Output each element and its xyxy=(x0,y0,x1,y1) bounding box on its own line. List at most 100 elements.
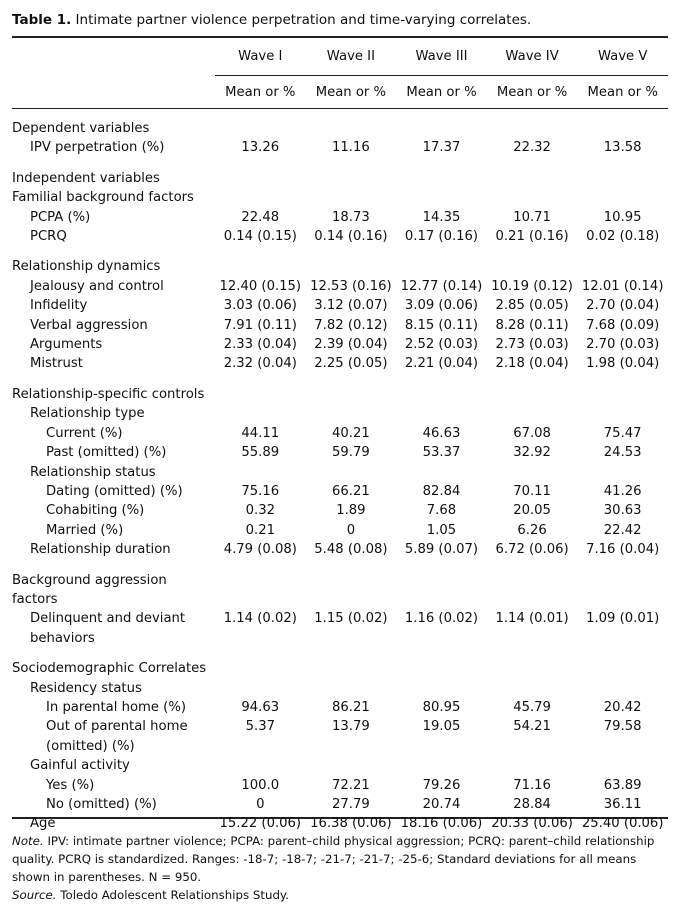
cell-value: 20.05 xyxy=(513,503,551,519)
empty-cell xyxy=(487,385,578,404)
empty-cell xyxy=(12,38,215,76)
table-row: No (omitted) (%) 0 27.79 20.74 28.84 36.11 xyxy=(12,795,668,814)
table-row: Relationship status xyxy=(12,463,668,482)
cell-value: 44.11 xyxy=(241,425,280,441)
table-row: Yes (%) 100.0 72.21 79.26 71.16 63.89 xyxy=(12,776,668,795)
title-label: Table 1. xyxy=(12,12,72,28)
row-label: No (omitted) (%) xyxy=(46,797,157,812)
cell-value: 16.38 (0.06) xyxy=(310,816,392,832)
empty-cell xyxy=(215,463,306,482)
row-label: Married (%) xyxy=(46,522,124,538)
row-label: Mistrust xyxy=(30,356,83,372)
cell-value: 45.79 xyxy=(513,699,551,715)
section-gap xyxy=(12,560,668,571)
table-row: Relationship dynamics xyxy=(12,257,668,276)
cell-value: 94.63 xyxy=(241,699,280,715)
empty-cell xyxy=(306,679,397,698)
empty-cell xyxy=(577,385,668,404)
table-row: Sociodemographic Correlates xyxy=(12,659,668,678)
cell-value: 2.25 (0.05) xyxy=(314,356,388,372)
cell-value: 6.72 (0.06) xyxy=(495,542,569,558)
cell-value: 2.33 (0.04) xyxy=(223,337,297,353)
cell-value: 80.95 xyxy=(422,699,461,715)
table-row: IPV perpetration (%) 13.26 11.16 17.37 22.32… xyxy=(12,138,668,157)
empty-cell xyxy=(396,463,487,482)
cell-value: 0.14 (0.15) xyxy=(223,229,297,245)
cell-value: 22.42 xyxy=(603,522,642,538)
cell-value: 0.32 xyxy=(245,503,275,519)
empty-cell xyxy=(577,169,668,188)
empty-cell xyxy=(577,659,668,678)
section-heading: Sociodemographic Correlates xyxy=(12,661,207,677)
cell-value: 7.16 (0.04) xyxy=(586,542,660,558)
table-row: Dependent variables xyxy=(12,119,668,138)
empty-cell xyxy=(215,679,306,698)
cell-value: 40.21 xyxy=(332,425,370,441)
cell-value: 11.16 xyxy=(332,140,370,156)
table-row: Current (%) 44.11 40.21 46.63 67.08 75.47 xyxy=(12,424,668,443)
cell-value: 0.21 xyxy=(245,522,275,538)
cell-value: 20.42 xyxy=(603,699,642,715)
cell-value: 53.37 xyxy=(422,445,461,461)
cell-value: 15.22 (0.06) xyxy=(219,816,302,832)
cell-value: 12.40 (0.15) xyxy=(219,278,302,294)
table-row: Familial background factors xyxy=(12,188,668,207)
row-label: Age xyxy=(30,816,56,832)
empty-cell xyxy=(487,571,578,610)
cell-value: 30.63 xyxy=(603,503,642,519)
table-row: Verbal aggression 7.91 (0.11) 7.82 (0.12) 8… xyxy=(12,316,668,335)
wave-header: Wave V xyxy=(577,38,668,76)
cell-value: 46.63 xyxy=(422,425,461,441)
row-label: Relationship status xyxy=(30,464,156,480)
cell-value: 71.16 xyxy=(513,777,551,793)
empty-cell xyxy=(396,169,487,188)
cell-value: 2.85 (0.05) xyxy=(495,298,569,314)
gap-cell xyxy=(12,158,668,169)
cell-value: 10.71 xyxy=(513,209,551,225)
cell-value: 100.0 xyxy=(241,777,280,793)
section-heading: Relationship dynamics xyxy=(12,259,161,275)
empty-cell xyxy=(487,169,578,188)
cell-value: 7.91 (0.11) xyxy=(223,317,297,333)
empty-cell xyxy=(396,119,487,138)
cell-value: 75.47 xyxy=(603,425,642,441)
cell-value: 79.58 xyxy=(603,719,642,735)
subheader-row: Mean or % Mean or % Mean or % Mean or % Mean… xyxy=(12,76,668,110)
empty-cell xyxy=(306,188,397,207)
empty-cell xyxy=(396,679,487,698)
cell-value: 0 xyxy=(256,797,265,812)
cell-value: 1.16 (0.02) xyxy=(404,611,479,627)
empty-cell xyxy=(487,188,578,207)
wave-header: Wave I xyxy=(215,38,306,76)
cell-value: 79.26 xyxy=(422,777,461,793)
cell-value: 5.37 xyxy=(245,719,275,735)
cell-value: 2.21 (0.04) xyxy=(404,356,479,372)
cell-value: 2.52 (0.03) xyxy=(404,337,479,353)
cell-value: 54.21 xyxy=(513,719,551,735)
cell-value: 24.53 xyxy=(603,445,642,461)
wave-header: Wave IV xyxy=(486,38,578,76)
source-label: Source. xyxy=(12,888,57,902)
empty-cell xyxy=(215,659,306,678)
table-title: Table 1. Intimate partner violence perpe… xyxy=(12,12,531,28)
empty-cell xyxy=(577,119,668,138)
table-body: Wave I Wave II Wave III Wave IV Wave V Mean o… xyxy=(12,38,668,834)
cell-value: 67.08 xyxy=(513,425,551,441)
cell-value: 59.79 xyxy=(332,445,370,461)
cell-value: 8.28 (0.11) xyxy=(495,317,569,333)
row-label: Delinquent and deviant behaviors xyxy=(30,611,186,646)
cell-value: 8.15 (0.11) xyxy=(404,317,479,333)
cell-value: 5.48 (0.08) xyxy=(314,542,388,558)
table-row: Age 15.22 (0.06) 16.38 (0.06) 18.16 (0.06) 2… xyxy=(12,814,668,833)
table-row: Married (%) 0.21 0 1.05 6.26 22.42 xyxy=(12,521,668,540)
header-rule xyxy=(12,108,668,109)
cell-value: 1.14 (0.02) xyxy=(223,611,297,627)
row-label: Arguments xyxy=(30,337,103,353)
empty-cell xyxy=(487,404,578,423)
title-text: Intimate partner violence perpetration a… xyxy=(75,12,532,28)
section-gap xyxy=(12,109,668,119)
empty-cell xyxy=(215,385,306,404)
empty-cell xyxy=(396,404,487,423)
row-label: Verbal aggression xyxy=(30,317,148,333)
empty-cell xyxy=(577,463,668,482)
